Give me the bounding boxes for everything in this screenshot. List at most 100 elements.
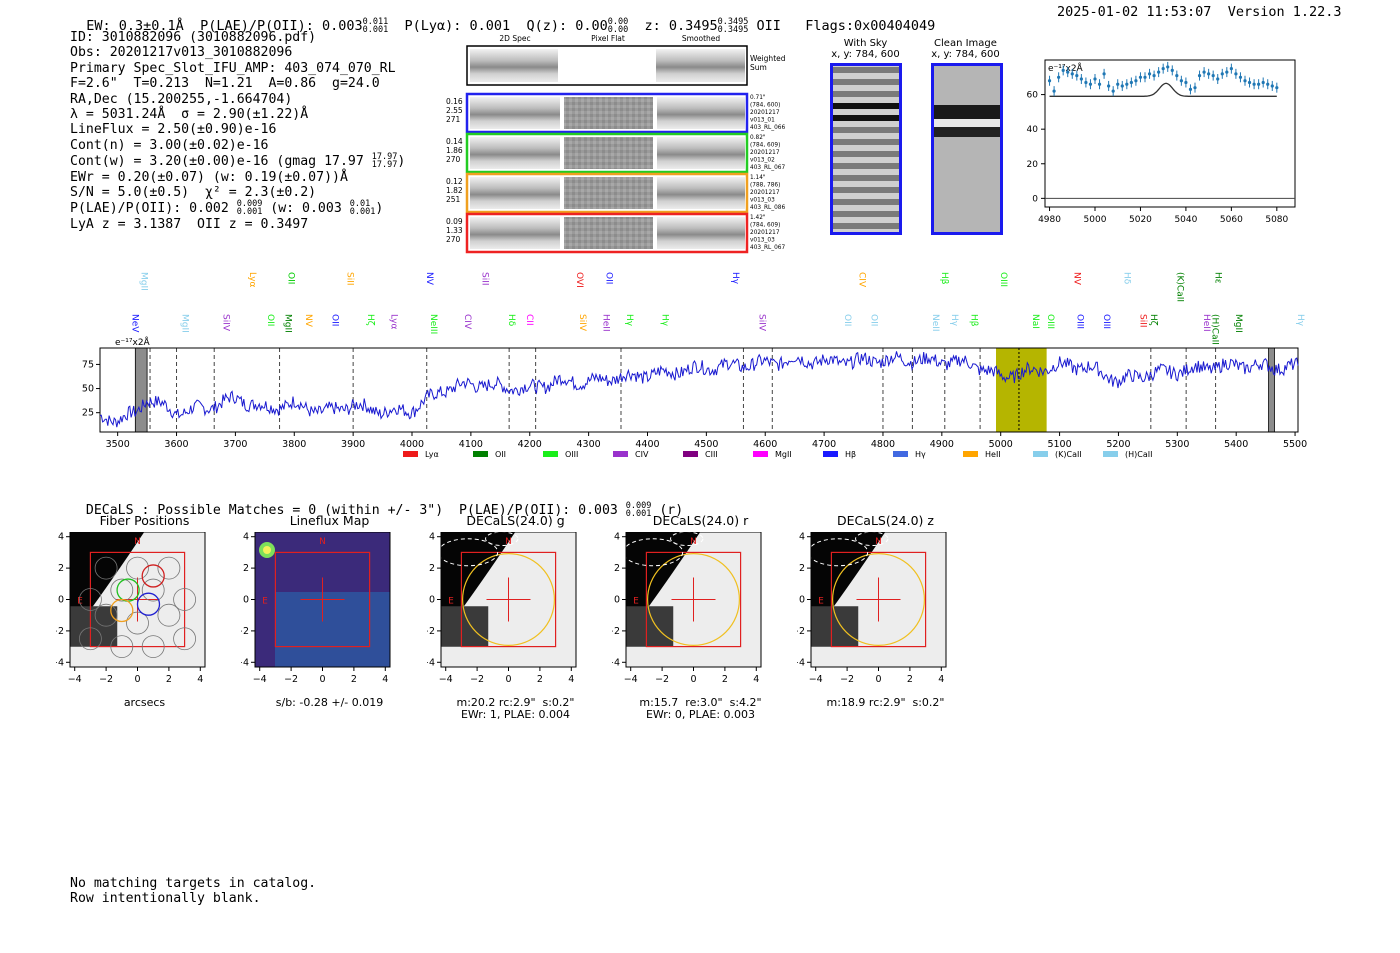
decals-xtick: −4 — [253, 674, 267, 685]
zoom-point — [1075, 73, 1079, 78]
north-label: N — [319, 537, 326, 547]
emission-line-text: SiIV — [756, 314, 766, 332]
zoom-point — [1138, 75, 1143, 79]
zoom-point — [1097, 82, 1102, 86]
withsky-image — [830, 63, 902, 235]
cutout-left-value: 0.12 — [446, 177, 463, 186]
legend-label: MgII — [775, 450, 792, 459]
emission-line-text: (H)CaII — [1210, 314, 1220, 345]
decals-ytick: −4 — [797, 657, 805, 668]
emission-line-text: Hγ — [659, 314, 669, 327]
emission-line-label: OII — [868, 314, 878, 326]
cutout-panel: 2D Spec Pixel Flat Smoothed Weighted Sum… — [446, 34, 786, 254]
legend-swatch — [1103, 451, 1118, 457]
decals-xtick: 4 — [753, 674, 759, 685]
zoom-point — [1107, 84, 1111, 88]
decals-aperture-box — [645, 551, 742, 648]
decals-xtick: 2 — [907, 674, 913, 685]
zoom-point — [1070, 72, 1074, 76]
zoom-point — [1275, 86, 1279, 90]
decals-xtick: 2 — [722, 674, 728, 685]
cutout-right-value: 1.14" — [750, 175, 766, 181]
cutout-col-pixelflat: Pixel Flat — [591, 34, 625, 43]
spectrum-xtick: 4100 — [459, 439, 483, 450]
emission-line-text: SiIV — [221, 314, 231, 332]
qz-value: Q(z): 0.00 — [526, 18, 608, 34]
spectrum-xtick: 3700 — [223, 439, 247, 450]
info-lineflux: LineFlux = 2.50(±0.90)e-16 — [70, 122, 277, 138]
emission-line-label: NV — [303, 314, 313, 328]
emission-line-text: OII — [285, 272, 295, 284]
decals-match-ellipse — [461, 552, 556, 647]
cutout-left-value: 1.33 — [446, 226, 463, 235]
emission-line-label: MgII — [138, 272, 148, 291]
decals-xtick: 2 — [537, 674, 543, 685]
emission-line-text: MgII — [282, 314, 292, 333]
decals-panel-image: N E −4 −4 −2 −2 0 0 2 2 4 4 — [56, 532, 206, 685]
emission-line-text: SiII — [480, 272, 490, 286]
zoom-point — [1161, 67, 1165, 71]
cutout-pixelflat — [564, 97, 653, 129]
decals-ytick: −4 — [241, 657, 249, 668]
cutout-right-value: v013_03 — [750, 198, 775, 204]
decals-xtick: −4 — [439, 674, 453, 685]
decals-panel-image: N E −4 −4 −2 −2 0 0 2 2 4 4 — [612, 532, 762, 685]
spectrum-xtick: 3500 — [106, 439, 130, 450]
emission-line-text: OVI — [574, 272, 584, 288]
emission-line-label: OII — [285, 272, 295, 284]
spectrum-xtick: 5000 — [989, 439, 1013, 450]
z-value: z: 0.3495 — [644, 18, 718, 34]
decals-ytick: 2 — [429, 563, 435, 574]
spectrum-xtick: 4900 — [930, 439, 954, 450]
cutout-2dspec — [470, 177, 560, 209]
cutout-right-value: 20201217 — [750, 110, 780, 116]
info-contw: Cont(w) = 3.20(±0.00)e-16 (gmag 17.97 17… — [70, 152, 406, 171]
emission-line-text: Hγ — [949, 314, 959, 327]
emission-line-label: Hζ — [1148, 314, 1158, 326]
zoom-point — [1252, 82, 1256, 86]
emission-line-text: MgII — [179, 314, 189, 333]
emission-line-label: OIII — [1101, 314, 1111, 329]
decals-panel-caption: m:20.2 rc:2.9" s:0.2" EWr: 1, PLAE: 0.00… — [456, 696, 575, 721]
emission-line-label: OII — [330, 314, 340, 326]
zoom-point — [1220, 72, 1224, 76]
legend-label: Hβ — [845, 450, 856, 459]
cutout-right-value: 403_RL_086 — [750, 205, 785, 211]
info-plae: P(LAE)/P(OII): 0.002 0.009 0.001 (w: 0.00… — [70, 199, 384, 218]
cutout-right-value: 0.71" — [750, 95, 766, 101]
emission-line-label: MgII — [282, 314, 292, 333]
flags-value: Flags:0x00404049 — [805, 18, 936, 34]
spectrum-xtick: 4300 — [577, 439, 601, 450]
zoom-point — [1052, 89, 1056, 93]
emission-line-label: OII — [265, 314, 275, 326]
emission-line-text: NV — [424, 272, 434, 286]
decals-ytick: 0 — [58, 595, 64, 606]
spectrum-xtick: 5500 — [1283, 439, 1307, 450]
zoom-point — [1143, 75, 1147, 79]
decals-ytick: −4 — [612, 657, 620, 668]
cutout-right-value: 20201217 — [750, 190, 780, 196]
spectrum-xtick: 5100 — [1047, 439, 1071, 450]
info-sn: S/N = 5.0(±0.5) χ² = 2.3(±0.2) — [70, 185, 317, 201]
emission-line-label: SiII — [480, 272, 490, 286]
legend-swatch — [683, 451, 698, 457]
emission-line-text: SiIV — [577, 314, 587, 332]
zoom-xtick: 5080 — [1265, 215, 1288, 225]
decals-ytick: −2 — [612, 626, 620, 637]
zoom-point — [1084, 80, 1088, 85]
emission-line-label: Lyα — [247, 272, 257, 288]
zoom-xtick: 4980 — [1038, 215, 1061, 225]
cutout-right-value: (788, 786) — [750, 183, 780, 189]
emission-line-label: OII — [603, 272, 613, 284]
emission-line-text: OII — [330, 314, 340, 326]
emission-line-label: Hβ — [968, 314, 978, 327]
emission-line-label: Hγ — [1295, 314, 1305, 327]
emission-line-label: MgII — [1233, 314, 1243, 333]
decals-xtick: 4 — [938, 674, 944, 685]
info-radec: RA,Dec (15.200255,-1.664704) — [70, 91, 293, 107]
info-block: ID: 3010882096 (3010882096.pdf) Obs: 202… — [70, 30, 405, 232]
spectrum-ytick: 50 — [82, 384, 94, 395]
zoom-point — [1129, 80, 1133, 85]
zoom-point — [1125, 82, 1129, 86]
zoom-point — [1057, 75, 1061, 79]
